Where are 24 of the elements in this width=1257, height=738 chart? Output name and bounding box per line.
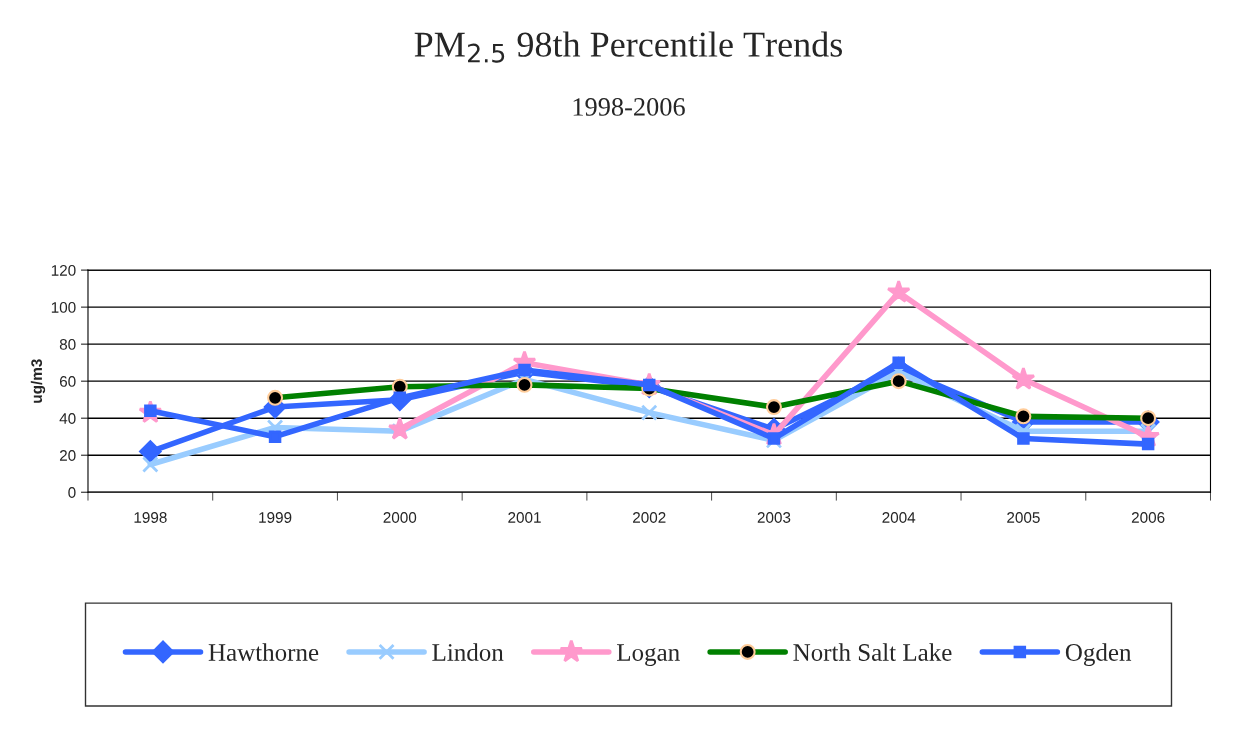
y-tick-label: 0	[68, 487, 76, 498]
legend-label: Hawthorne	[208, 643, 319, 661]
x-tick-label: 1999	[259, 512, 292, 523]
legend-label: Ogden	[1065, 643, 1132, 667]
x-tick-label: 2001	[508, 512, 541, 523]
x-tick-label: 2005	[1007, 512, 1040, 523]
y-tick-label: 40	[59, 413, 76, 424]
y-tick-label: 80	[59, 339, 76, 350]
chart-title: PM$_{2.5}$ 98th Percentile Trends	[414, 31, 842, 63]
x-tick-label: 2004	[882, 512, 916, 523]
y-tick-label: 100	[51, 302, 76, 313]
y-tick-label: 20	[59, 450, 76, 461]
x-tick-label: 1998	[134, 512, 167, 523]
x-tick-label: 2002	[633, 512, 666, 523]
x-tick-label: 2000	[383, 512, 417, 523]
legend-label: Logan	[617, 644, 680, 667]
legend-label: Lindon	[432, 643, 504, 661]
legend-label: North Salt Lake	[793, 643, 952, 661]
x-tick-label: 2006	[1131, 512, 1165, 523]
y-tick-label: 120	[51, 264, 76, 276]
y-tick-label: 60	[59, 376, 76, 387]
chart-subtitle: 1998-2006	[573, 98, 685, 116]
y-axis-title: ug/m3	[30, 359, 46, 403]
x-tick-label: 2003	[757, 512, 791, 523]
